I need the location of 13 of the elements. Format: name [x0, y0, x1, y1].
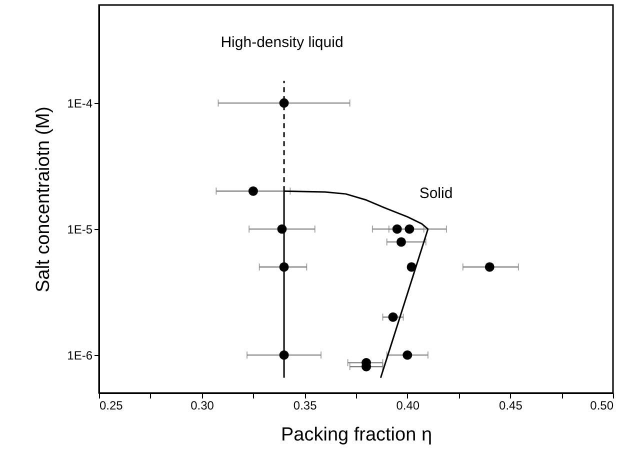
x-tick-label: 0.40 — [396, 398, 420, 412]
y-axis-title: Salt concentraiotn (M) — [33, 106, 54, 292]
x-tick-label: 0.45 — [499, 398, 523, 412]
y-tick-label: 1E-4 — [67, 96, 93, 111]
y-tick-label: 1E-5 — [67, 222, 93, 237]
x-tick-label: 0.25 — [100, 398, 124, 412]
x-axis-title: Packing fraction η — [280, 424, 432, 446]
x-tick-label: 0.50 — [590, 398, 614, 412]
annotation: Solid — [419, 185, 453, 202]
x-tick-label: 0.35 — [293, 398, 318, 412]
y-tick-label: 1E-6 — [67, 348, 93, 363]
x-tick-label: 0.30 — [190, 398, 214, 412]
annotation: High-density liquid — [220, 34, 344, 51]
